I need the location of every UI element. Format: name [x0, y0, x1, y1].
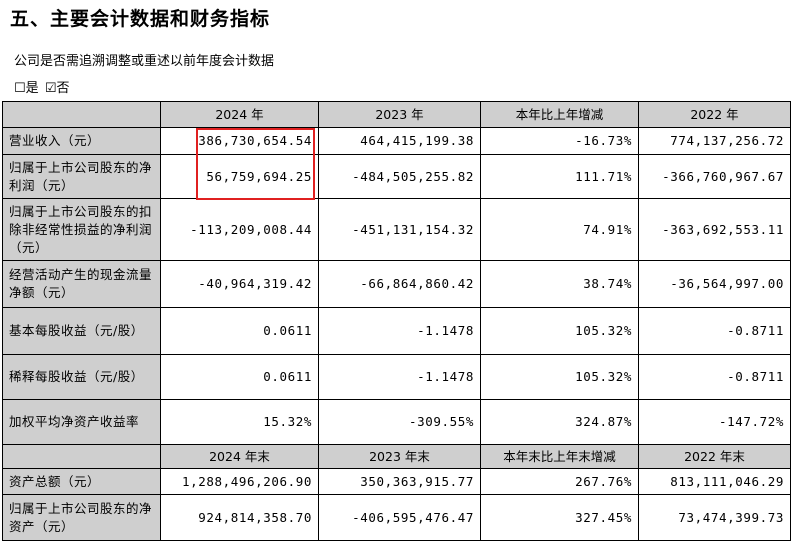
checkbox-unchecked-icon: ☐	[14, 81, 26, 96]
row-label: 归属于上市公司股东的净利润（元）	[2, 154, 161, 199]
value-cell: 386,730,654.54	[160, 127, 319, 155]
value-cell: 774,137,256.72	[638, 127, 791, 155]
header-cell	[2, 444, 161, 469]
value-cell: 924,814,358.70	[160, 494, 319, 541]
table-row: 加权平均净资产收益率 15.32% -309.55% 324.87% -147.…	[2, 399, 791, 445]
row-label: 归属于上市公司股东的净资产（元）	[2, 494, 161, 541]
value-cell: -0.8711	[638, 354, 791, 400]
value-cell: -16.73%	[480, 127, 639, 155]
value-cell: -40,964,319.42	[160, 260, 319, 308]
value-cell: 56,759,694.25	[160, 154, 319, 199]
row-label: 稀释每股收益（元/股）	[2, 354, 161, 400]
value-cell: -309.55%	[318, 399, 481, 445]
value-cell: 38.74%	[480, 260, 639, 308]
table-header-row: 2024 年末 2023 年末 本年末比上年末增减 2022 年末	[2, 444, 791, 469]
value-cell: -366,760,967.67	[638, 154, 791, 199]
value-cell: -1.1478	[318, 354, 481, 400]
table-row: 稀释每股收益（元/股） 0.0611 -1.1478 105.32% -0.87…	[2, 354, 791, 400]
header-cell: 本年末比上年末增减	[480, 444, 639, 469]
value-cell: 350,363,915.77	[318, 468, 481, 495]
restatement-options: ☐是 ☑否	[14, 77, 71, 96]
row-label: 资产总额（元）	[2, 468, 161, 495]
table-row: 营业收入（元） 386,730,654.54 464,415,199.38 -1…	[2, 127, 791, 155]
value-cell: 1,288,496,206.90	[160, 468, 319, 495]
row-label: 归属于上市公司股东的扣除非经常性损益的净利润（元）	[2, 198, 161, 261]
value-cell: -406,595,476.47	[318, 494, 481, 541]
row-label: 经营活动产生的现金流量净额（元）	[2, 260, 161, 308]
value-cell: -451,131,154.32	[318, 198, 481, 261]
table-row: 归属于上市公司股东的净资产（元） 924,814,358.70 -406,595…	[2, 494, 791, 541]
value-cell: 73,474,399.73	[638, 494, 791, 541]
header-cell: 2022 年末	[638, 444, 791, 469]
header-cell: 2024 年	[160, 101, 319, 128]
option-no: ☑否	[45, 81, 70, 96]
value-cell: 0.0611	[160, 307, 319, 355]
table-header-row: 2024 年 2023 年 本年比上年增减 2022 年	[2, 101, 791, 128]
header-cell: 2023 年末	[318, 444, 481, 469]
restatement-question: 公司是否需追溯调整或重述以前年度会计数据	[14, 54, 275, 69]
row-label: 营业收入（元）	[2, 127, 161, 155]
financial-indicators-table: 2024 年 2023 年 本年比上年增减 2022 年 营业收入（元） 386…	[2, 101, 791, 541]
value-cell: 324.87%	[480, 399, 639, 445]
header-cell: 2023 年	[318, 101, 481, 128]
value-cell: 105.32%	[480, 307, 639, 355]
section-heading: 五、主要会计数据和财务指标	[10, 8, 271, 30]
value-cell: 267.76%	[480, 468, 639, 495]
value-cell: 105.32%	[480, 354, 639, 400]
header-cell: 本年比上年增减	[480, 101, 639, 128]
option-yes-label: 是	[25, 81, 39, 96]
value-cell: 111.71%	[480, 154, 639, 199]
value-cell: 813,111,046.29	[638, 468, 791, 495]
value-cell: 74.91%	[480, 198, 639, 261]
option-no-label: 否	[56, 81, 70, 96]
header-cell: 2024 年末	[160, 444, 319, 469]
table-row: 归属于上市公司股东的净利润（元） 56,759,694.25 -484,505,…	[2, 154, 791, 199]
table-row: 经营活动产生的现金流量净额（元） -40,964,319.42 -66,864,…	[2, 260, 791, 308]
value-cell: -363,692,553.11	[638, 198, 791, 261]
value-cell: -113,209,008.44	[160, 198, 319, 261]
value-cell: 464,415,199.38	[318, 127, 481, 155]
value-cell: 327.45%	[480, 494, 639, 541]
table-row: 归属于上市公司股东的扣除非经常性损益的净利润（元） -113,209,008.4…	[2, 198, 791, 261]
value-cell: -36,564,997.00	[638, 260, 791, 308]
row-label: 基本每股收益（元/股）	[2, 307, 161, 355]
value-cell: -0.8711	[638, 307, 791, 355]
checkbox-checked-icon: ☑	[44, 81, 57, 96]
header-cell	[2, 101, 161, 128]
value-cell: 0.0611	[160, 354, 319, 400]
row-label: 加权平均净资产收益率	[2, 399, 161, 445]
value-cell: 15.32%	[160, 399, 319, 445]
header-cell: 2022 年	[638, 101, 791, 128]
value-cell: -484,505,255.82	[318, 154, 481, 199]
table-row: 资产总额（元） 1,288,496,206.90 350,363,915.77 …	[2, 468, 791, 495]
value-cell: -66,864,860.42	[318, 260, 481, 308]
table-row: 基本每股收益（元/股） 0.0611 -1.1478 105.32% -0.87…	[2, 307, 791, 355]
value-cell: -1.1478	[318, 307, 481, 355]
value-cell: -147.72%	[638, 399, 791, 445]
option-yes: ☐是	[14, 81, 39, 96]
